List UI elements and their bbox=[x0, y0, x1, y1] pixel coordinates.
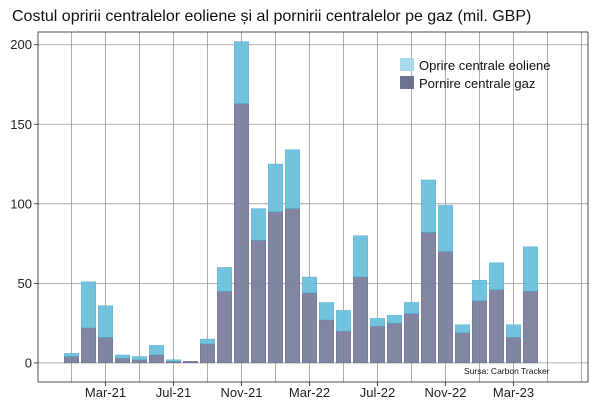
bar-gas bbox=[183, 361, 198, 364]
chart-title: Costul opririi centralelor eoliene și al… bbox=[12, 8, 531, 25]
legend-swatch-wind bbox=[400, 58, 414, 71]
bar-gas bbox=[166, 361, 181, 364]
bar-wind bbox=[64, 353, 79, 357]
bar-gas bbox=[438, 251, 453, 364]
y-tick-label: 200 bbox=[10, 37, 32, 52]
bar-gas bbox=[404, 313, 419, 364]
x-tick-label: Nov-21 bbox=[221, 385, 263, 400]
axes: 0 50 100 150 200 Mar-21 Jul-21 Nov-21 Mar-22 Jul-… bbox=[10, 37, 534, 400]
bar-gas bbox=[200, 343, 215, 364]
bar-gas bbox=[64, 356, 79, 364]
x-tick-label: Nov-22 bbox=[425, 385, 467, 400]
bar-gas bbox=[268, 211, 283, 364]
bar-wind bbox=[404, 302, 419, 314]
bar-wind bbox=[115, 354, 130, 359]
bar-wind bbox=[523, 246, 538, 292]
bar-gas bbox=[472, 300, 487, 364]
bar-wind bbox=[506, 324, 521, 338]
bar-wind bbox=[132, 356, 147, 360]
bar-wind bbox=[149, 345, 164, 356]
bar-gas bbox=[421, 232, 436, 364]
bar-gas bbox=[234, 103, 249, 364]
bar-wind bbox=[166, 359, 181, 362]
legend-swatch-gas bbox=[400, 76, 414, 89]
bar-gas bbox=[251, 240, 266, 364]
plot-border bbox=[37, 31, 589, 383]
bar-gas bbox=[387, 322, 402, 364]
bar-wind bbox=[472, 279, 487, 302]
bar-gas bbox=[98, 337, 113, 364]
bar-wind bbox=[268, 163, 283, 212]
bar-wind bbox=[251, 208, 266, 241]
bar-wind bbox=[234, 41, 249, 104]
bar-gas bbox=[523, 291, 538, 364]
x-tick-label: Jul-21 bbox=[156, 385, 191, 400]
bars bbox=[64, 41, 538, 364]
bar-gas bbox=[285, 208, 300, 364]
bar-gas bbox=[336, 330, 351, 364]
bar-wind bbox=[217, 267, 232, 292]
bar-wind bbox=[285, 149, 300, 209]
bar-wind bbox=[302, 276, 317, 294]
bar-gas bbox=[132, 359, 147, 364]
bar-gas bbox=[302, 292, 317, 364]
bar-wind bbox=[81, 281, 96, 329]
bar-gas bbox=[370, 326, 385, 364]
x-tick-label: Mar-23 bbox=[493, 385, 534, 400]
y-tick-label: 0 bbox=[25, 355, 32, 370]
bar-gas bbox=[115, 357, 130, 364]
bar-gas bbox=[217, 291, 232, 364]
x-tick-label: Mar-21 bbox=[85, 385, 126, 400]
bar-wind bbox=[438, 205, 453, 252]
y-tick-label: 50 bbox=[18, 276, 32, 291]
bar-wind bbox=[98, 305, 113, 338]
bar-wind bbox=[387, 314, 402, 324]
bar-gas bbox=[81, 327, 96, 364]
bar-wind bbox=[421, 179, 436, 233]
bar-gas bbox=[149, 354, 164, 364]
bar-wind bbox=[489, 262, 504, 290]
legend-label-wind: Oprire centrale eoliene bbox=[419, 58, 551, 73]
bar-gas bbox=[506, 337, 521, 364]
bar-wind bbox=[353, 235, 368, 278]
bar-wind bbox=[200, 338, 215, 345]
y-tick-label: 150 bbox=[10, 117, 32, 132]
bar-wind bbox=[336, 310, 351, 332]
bar-wind bbox=[455, 324, 470, 333]
bar-gas bbox=[319, 319, 334, 364]
x-tick-label: Jul-22 bbox=[360, 385, 395, 400]
source-annotation: Sursa: Carbon Tracker bbox=[464, 366, 550, 376]
x-tick-label: Mar-22 bbox=[289, 385, 330, 400]
y-tick-label: 100 bbox=[10, 196, 32, 211]
bar-gas bbox=[353, 276, 368, 364]
bar-wind bbox=[370, 318, 385, 327]
legend: Oprire centrale eoliene Pornire centrale… bbox=[400, 58, 551, 91]
bar-wind bbox=[319, 302, 334, 321]
legend-label-gas: Pornire centrale gaz bbox=[419, 76, 535, 91]
bar-gas bbox=[455, 332, 470, 364]
bar-gas bbox=[489, 289, 504, 364]
